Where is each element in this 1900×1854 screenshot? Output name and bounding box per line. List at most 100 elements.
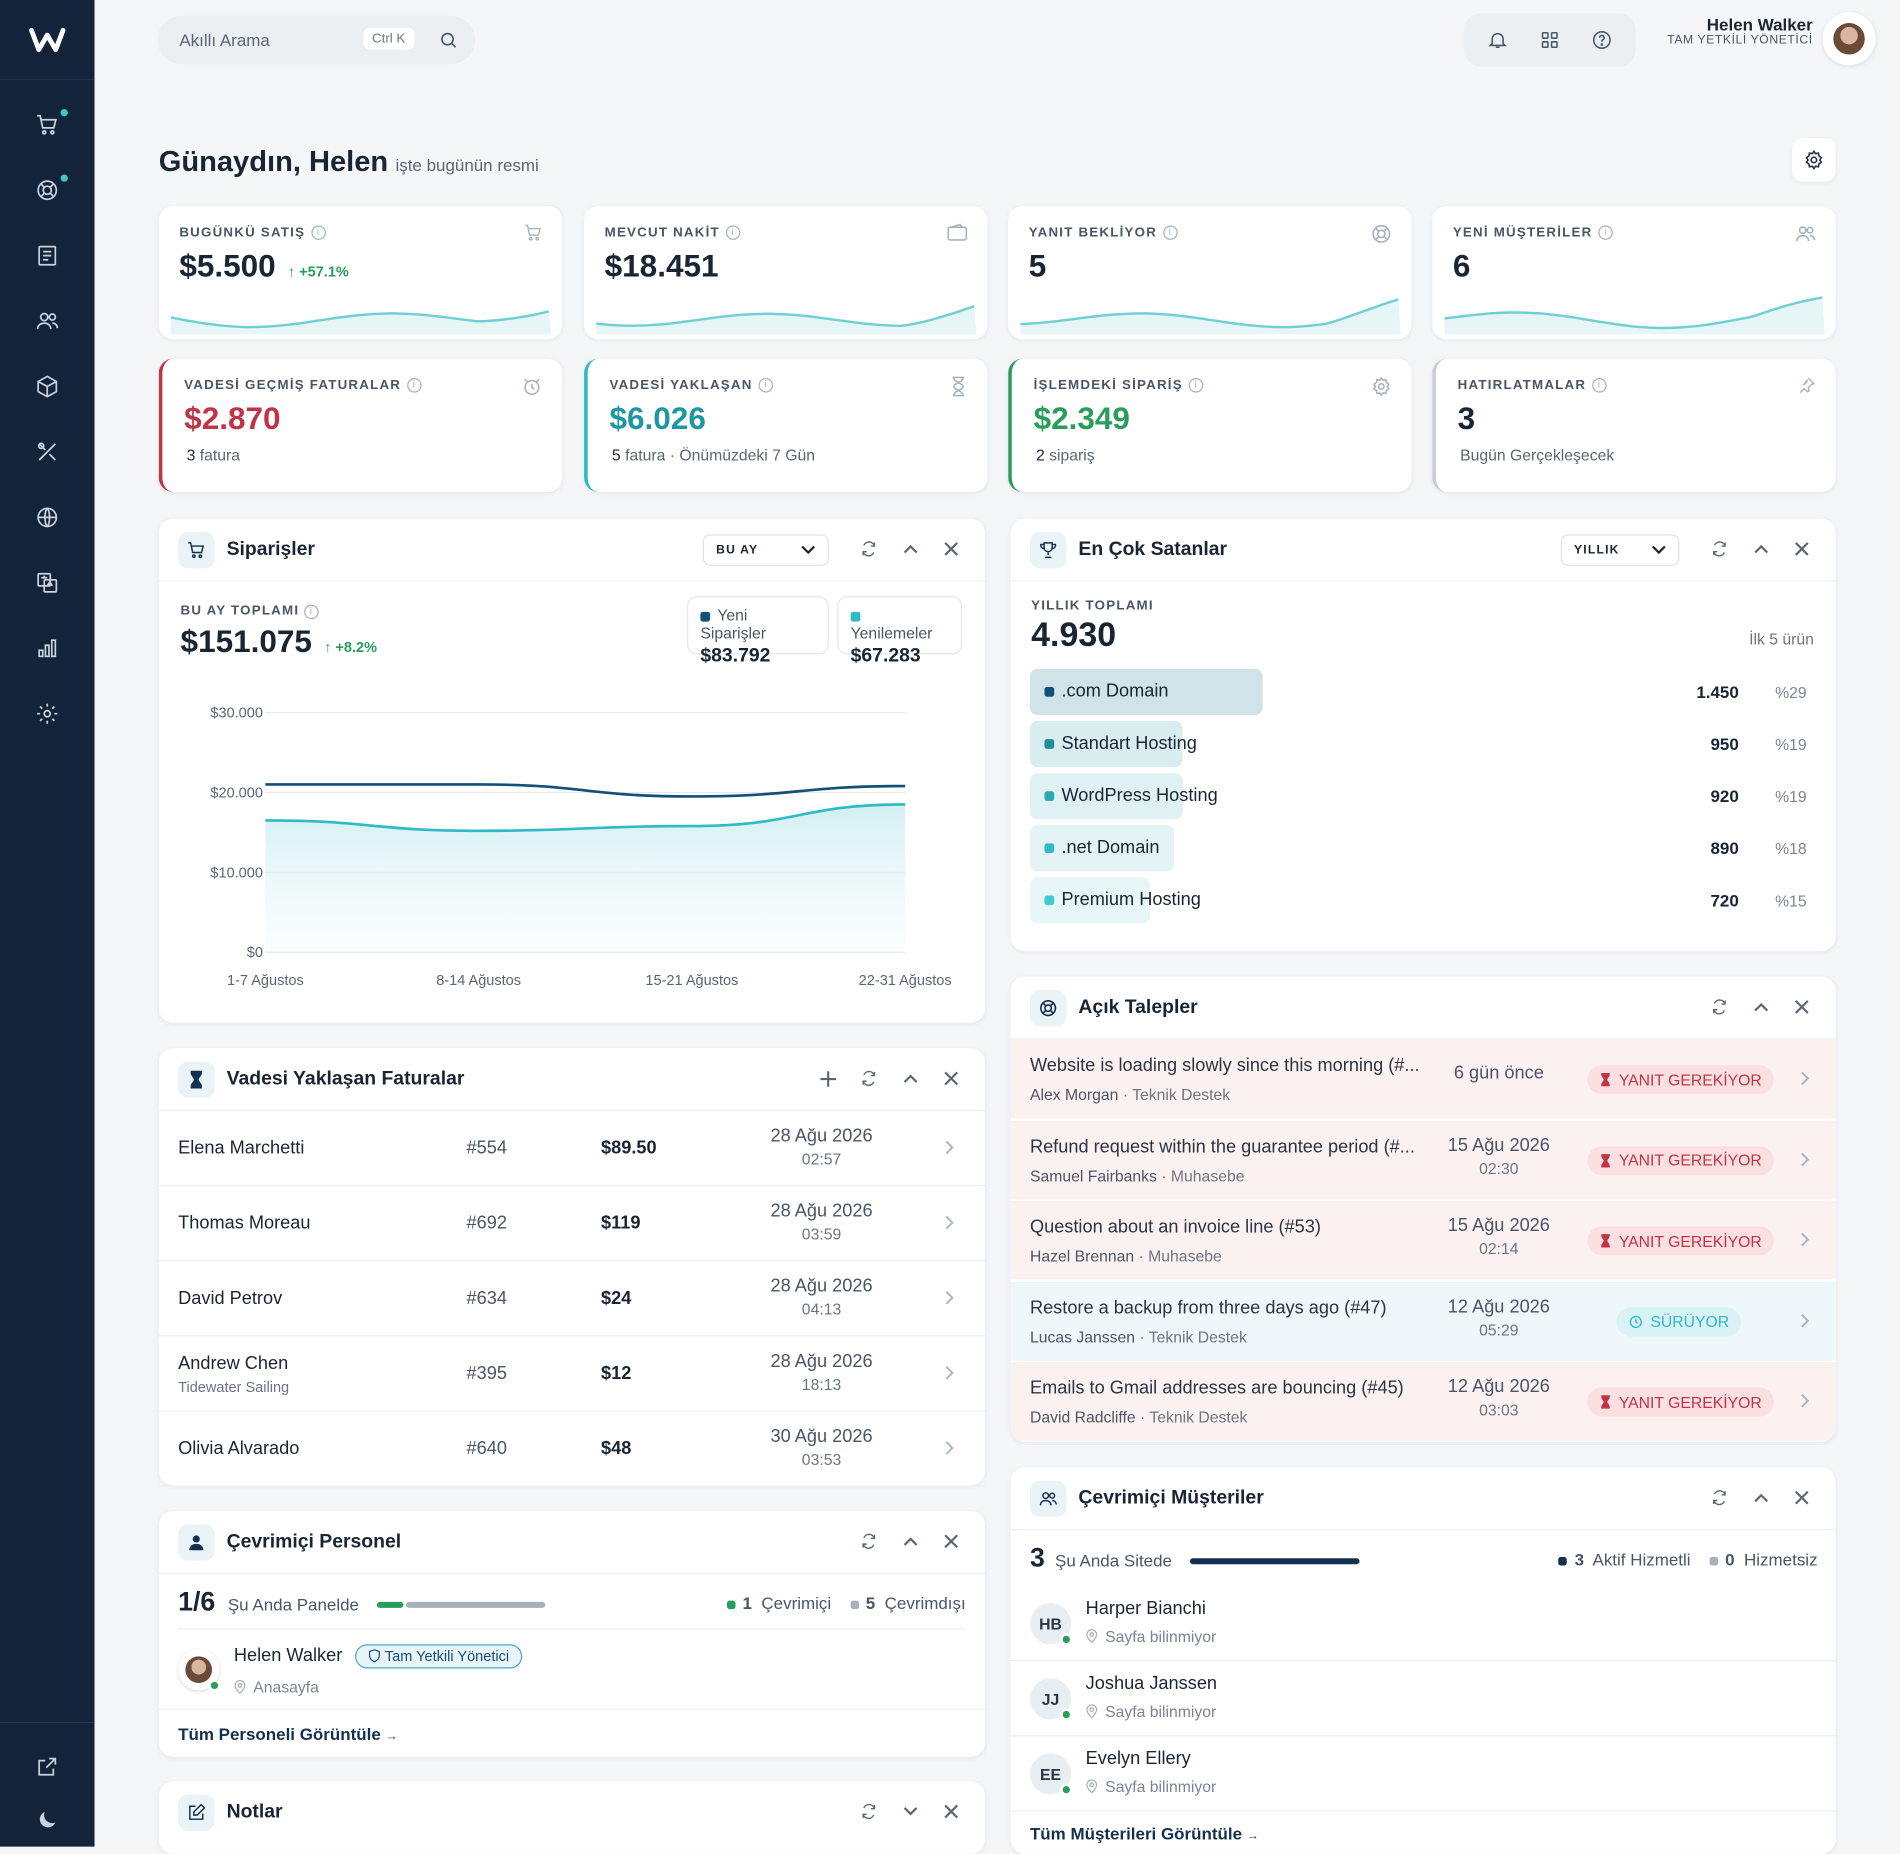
apps-grid-icon[interactable] bbox=[1539, 29, 1561, 51]
ticket-row[interactable]: Emails to Gmail addresses are bouncing (… bbox=[1010, 1361, 1836, 1442]
ticket-meta: Samuel Fairbanks · Muhasebe bbox=[1029, 1166, 1245, 1185]
sidebar-item-clients[interactable] bbox=[0, 288, 95, 353]
add-invoice-button[interactable] bbox=[815, 1066, 839, 1090]
close-button[interactable] bbox=[939, 1066, 963, 1090]
top-seller-row[interactable]: WordPress Hosting 920 %19 bbox=[1029, 773, 1816, 820]
ticket-row[interactable]: Website is loading slowly since this mor… bbox=[1010, 1039, 1836, 1120]
sparkline-line bbox=[596, 305, 975, 328]
collapse-button[interactable] bbox=[898, 537, 922, 561]
total-label: YILLIK TOPLAMI bbox=[1031, 598, 1154, 614]
info-icon[interactable]: i bbox=[758, 378, 774, 393]
ticket-user: Hazel Brennan bbox=[1029, 1246, 1135, 1266]
brand-logo[interactable] bbox=[0, 0, 95, 80]
collapse-button[interactable] bbox=[1748, 537, 1772, 561]
refresh-button[interactable] bbox=[1707, 1486, 1731, 1510]
ticket-title: Website is loading slowly since this mor… bbox=[1029, 1055, 1418, 1076]
info-icon[interactable]: i bbox=[304, 604, 319, 620]
info-icon[interactable]: i bbox=[1598, 225, 1614, 241]
alert-card-upcoming[interactable]: VADESİ YAKLAŞAN i $6.026 5 fatura · Önümü… bbox=[584, 358, 988, 492]
collapse-button[interactable] bbox=[1748, 995, 1772, 1019]
sidebar-item-settings[interactable] bbox=[0, 681, 95, 746]
customer-row[interactable]: HB Harper Bianchi Sayfa bilinmiyor bbox=[1010, 1586, 1836, 1662]
offline-swatch bbox=[850, 1600, 859, 1609]
table-row[interactable]: Olivia Alvarado #640 $48 30 Ağu 2026 03:53 bbox=[158, 1412, 986, 1487]
sidebar-item-translations[interactable] bbox=[0, 550, 95, 615]
expand-button[interactable] bbox=[898, 1799, 922, 1823]
chevron-right-icon bbox=[1801, 1071, 1810, 1086]
sidebar-item-invoices[interactable] bbox=[0, 223, 95, 288]
due-date-day: 28 Ağu 2026 bbox=[770, 1125, 873, 1147]
product-count: 720 bbox=[1710, 890, 1739, 910]
close-button[interactable] bbox=[939, 1799, 963, 1823]
sidebar-item-reports[interactable] bbox=[0, 616, 95, 681]
collapse-button[interactable] bbox=[898, 1529, 922, 1553]
info-icon[interactable]: i bbox=[311, 225, 326, 241]
top-seller-row[interactable]: .com Domain 1.450 %29 bbox=[1029, 668, 1816, 715]
sidebar-item-products[interactable] bbox=[0, 354, 95, 419]
user-menu[interactable]: Helen Walker TAM YETKİLİ YÖNETİCİ bbox=[1667, 12, 1876, 66]
sidebar-item-orders[interactable] bbox=[0, 92, 95, 157]
table-row[interactable]: David Petrov #634 $24 28 Ağu 2026 04:13 bbox=[158, 1261, 986, 1337]
collapse-button[interactable] bbox=[898, 1066, 922, 1090]
top-seller-row[interactable]: Premium Hosting 720 %15 bbox=[1029, 877, 1816, 924]
refresh-button[interactable] bbox=[857, 1799, 881, 1823]
table-row[interactable]: Thomas Moreau #692 $119 28 Ağu 2026 03:59 bbox=[158, 1186, 986, 1262]
refresh-button[interactable] bbox=[1707, 537, 1731, 561]
period-select[interactable]: BU AY bbox=[702, 534, 829, 566]
sparkline-area bbox=[596, 306, 977, 335]
ticket-row[interactable]: Question about an invoice line (#53) Haze… bbox=[1010, 1200, 1836, 1281]
view-all-staff-link[interactable]: Tüm Personeli Görüntüle → bbox=[178, 1724, 397, 1743]
table-row[interactable]: Andrew Chen Tidewater Sailing #395 $12 28 Ağ… bbox=[158, 1337, 986, 1412]
invoice-amount: $24 bbox=[601, 1288, 632, 1309]
close-button[interactable] bbox=[939, 537, 963, 561]
top-seller-row[interactable]: .net Domain 890 %18 bbox=[1029, 825, 1816, 872]
dark-mode-toggle[interactable] bbox=[0, 1793, 95, 1846]
sidebar-item-tools[interactable] bbox=[0, 419, 95, 484]
open-external-button[interactable] bbox=[0, 1740, 95, 1793]
gear-icon bbox=[1805, 149, 1823, 171]
stat-subtext-count: 3 bbox=[186, 445, 196, 465]
refresh-button[interactable] bbox=[857, 537, 881, 561]
stat-label: VADESİ GEÇMİŞ FATURALAR i bbox=[184, 378, 422, 393]
ticket-row[interactable]: Refund request within the guarantee peri… bbox=[1010, 1120, 1836, 1201]
chevron-right-icon bbox=[1801, 1313, 1810, 1327]
sidebar-item-support[interactable] bbox=[0, 158, 95, 223]
info-icon[interactable]: i bbox=[725, 225, 741, 241]
info-icon[interactable]: i bbox=[407, 378, 422, 393]
share-bar bbox=[1029, 720, 1183, 768]
close-button[interactable] bbox=[1790, 1486, 1814, 1510]
info-icon[interactable]: i bbox=[1163, 225, 1178, 241]
close-button[interactable] bbox=[939, 1529, 963, 1553]
refresh-button[interactable] bbox=[857, 1529, 881, 1553]
x-tick-label: 22-31 Ağustos bbox=[859, 973, 952, 989]
y-tick-label: $20.000 bbox=[210, 785, 263, 801]
smart-search-input[interactable]: Akıllı Arama Ctrl K bbox=[157, 15, 475, 65]
collapse-button[interactable] bbox=[1748, 1486, 1772, 1510]
close-button[interactable] bbox=[1790, 537, 1814, 561]
customer-row[interactable]: EE Evelyn Ellery Sayfa bilinmiyor bbox=[1010, 1736, 1836, 1812]
ticket-row[interactable]: Restore a backup from three days ago (#4… bbox=[1010, 1281, 1836, 1362]
refresh-button[interactable] bbox=[1707, 995, 1731, 1019]
dashboard-settings-button[interactable] bbox=[1792, 138, 1836, 182]
alert-card-overdue[interactable]: VADESİ GEÇMİŞ FATURALAR i $2.870 3 fatura bbox=[158, 358, 563, 492]
customers-count: 3 bbox=[1029, 1542, 1045, 1573]
bell-icon[interactable] bbox=[1486, 29, 1508, 51]
close-button[interactable] bbox=[1790, 995, 1814, 1019]
period-select[interactable]: YILLIK bbox=[1560, 534, 1680, 566]
info-icon[interactable]: i bbox=[1188, 378, 1204, 393]
staff-member-row[interactable]: Helen Walker Tam Yetkili Yönetici Anasay… bbox=[158, 1632, 986, 1710]
customer-row[interactable]: JJ Joshua Janssen Sayfa bilinmiyor bbox=[1010, 1661, 1836, 1737]
help-icon[interactable] bbox=[1591, 29, 1613, 51]
table-row[interactable]: Elena Marchetti #554 $89.50 28 Ağu 2026 02:5… bbox=[158, 1111, 986, 1187]
alert-card-processing[interactable]: İŞLEMDEKİ SİPARİŞ i $2.349 2 sipariş bbox=[1008, 358, 1412, 492]
sidebar-item-domains[interactable] bbox=[0, 485, 95, 550]
top-seller-row[interactable]: Standart Hosting 950 %19 bbox=[1029, 720, 1816, 768]
alert-card-reminders[interactable]: HATIRLATMALAR i 3 Bugün Gerçekleşecek bbox=[1432, 358, 1836, 492]
panel-icon bbox=[178, 1060, 215, 1098]
info-icon[interactable]: i bbox=[1592, 378, 1607, 393]
refresh-button[interactable] bbox=[857, 1066, 881, 1090]
user-name: Helen Walker bbox=[1706, 14, 1813, 34]
stat-label: HATIRLATMALAR i bbox=[1458, 378, 1607, 393]
invoice-amount: $48 bbox=[601, 1438, 632, 1459]
view-all-customers-link[interactable]: Tüm Müşterileri Görüntüle → bbox=[1030, 1824, 1259, 1843]
